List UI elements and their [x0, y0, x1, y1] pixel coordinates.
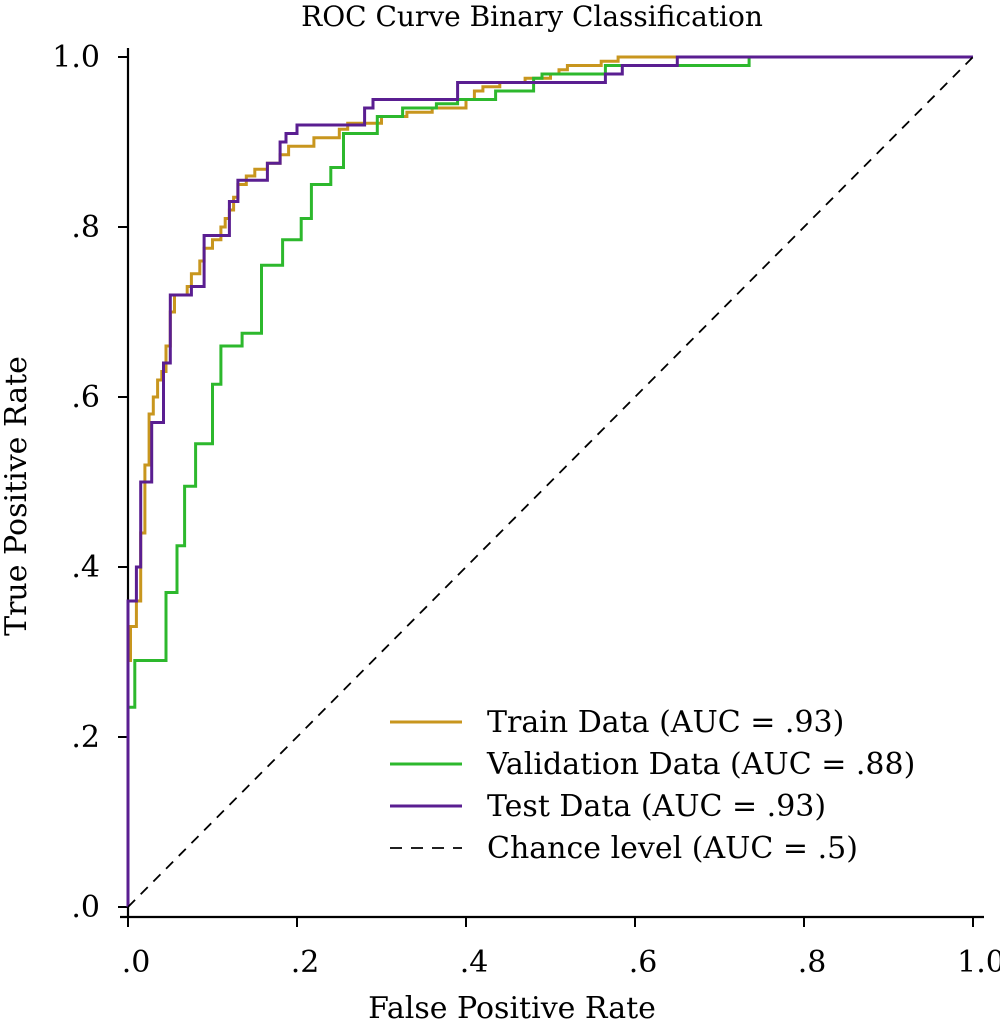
chart-title: ROC Curve Binary Classification — [301, 0, 763, 33]
legend-label: Train Data (AUC = .93) — [487, 705, 844, 740]
legend-label: Test Data (AUC = .93) — [487, 789, 826, 824]
x-tick-label: .8 — [798, 945, 827, 980]
x-tick-label: .2 — [291, 945, 320, 980]
x-tick-label: .0 — [122, 945, 151, 980]
y-tick-label: .8 — [71, 210, 100, 245]
legend-label: Chance level (AUC = .5) — [487, 831, 858, 866]
y-tick-label: 1.0 — [52, 40, 100, 75]
y-tick-label: .6 — [71, 380, 100, 415]
y-tick-label: .2 — [71, 720, 100, 755]
x-tick-label: .4 — [460, 945, 489, 980]
x-tick-label: 1.0 — [957, 945, 1000, 980]
series-line-2 — [126, 55, 973, 907]
series-line-3 — [127, 56, 974, 908]
legend: Train Data (AUC = .93) Validation Data (A… — [390, 705, 915, 866]
x-axis-label: False Positive Rate — [368, 991, 656, 1023]
y-axis-label: True Positive Rate — [0, 356, 34, 636]
plot-area: .0 .2 .4 .6 .8 1.0 .0 .2 .4 .6 .8 1.0 — [52, 40, 1000, 980]
y-tick-label: .0 — [71, 890, 100, 925]
series-line-1 — [126, 55, 973, 907]
legend-label: Validation Data (AUC = .88) — [486, 747, 915, 782]
y-tick-label: .4 — [71, 550, 100, 585]
x-tick-label: .6 — [629, 945, 658, 980]
